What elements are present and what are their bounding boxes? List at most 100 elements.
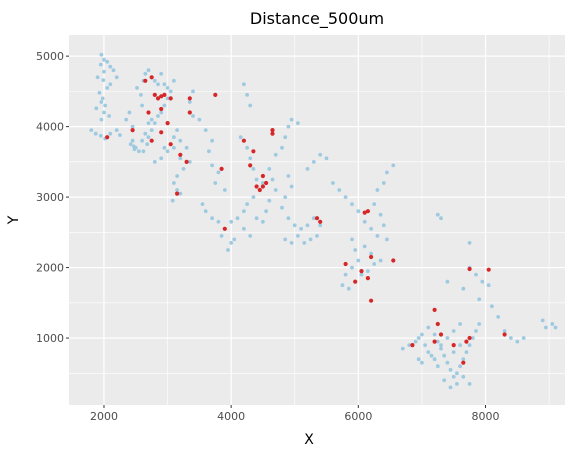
data-point-blue xyxy=(105,86,110,90)
data-point-red xyxy=(461,360,466,365)
data-point-blue xyxy=(378,212,383,217)
data-point-blue xyxy=(108,82,113,87)
data-point-blue xyxy=(149,117,154,122)
data-point-red xyxy=(130,128,135,133)
data-point-blue xyxy=(229,219,234,224)
data-point-blue xyxy=(359,272,364,277)
data-point-blue xyxy=(381,223,386,228)
data-point-blue xyxy=(216,219,221,224)
data-point-blue xyxy=(299,226,303,231)
data-point-blue xyxy=(191,89,195,94)
data-point-red xyxy=(159,130,164,135)
data-point-blue xyxy=(181,167,186,171)
data-point-blue xyxy=(283,237,288,242)
data-point-blue xyxy=(235,216,240,221)
data-point-red xyxy=(213,92,218,97)
data-point-red xyxy=(146,110,151,115)
data-point-blue xyxy=(162,145,167,150)
data-point-blue xyxy=(111,68,116,73)
data-point-blue xyxy=(132,147,137,152)
data-point-blue xyxy=(455,382,459,386)
data-point-blue xyxy=(502,329,507,333)
data-point-red xyxy=(159,94,164,99)
data-point-blue xyxy=(311,216,316,221)
data-point-red xyxy=(149,138,154,143)
data-point-blue xyxy=(458,343,462,347)
data-point-blue xyxy=(343,195,348,200)
data-point-blue xyxy=(366,269,370,273)
data-point-blue xyxy=(97,90,102,95)
data-point-red xyxy=(219,166,224,171)
data-point-blue xyxy=(467,343,472,347)
data-point-blue xyxy=(486,283,491,288)
data-point-blue xyxy=(165,149,170,154)
data-point-blue xyxy=(464,350,469,354)
data-point-blue xyxy=(178,138,183,143)
data-point-blue xyxy=(200,202,205,207)
data-point-blue xyxy=(280,205,284,210)
data-point-blue xyxy=(168,89,173,94)
data-point-blue xyxy=(248,103,253,108)
data-point-blue xyxy=(251,167,256,171)
data-point-red xyxy=(270,128,275,133)
data-point-blue xyxy=(391,163,396,168)
data-point-blue xyxy=(553,325,558,330)
data-point-blue xyxy=(353,248,358,252)
data-point-blue xyxy=(226,248,230,252)
data-point-blue xyxy=(165,86,170,90)
data-point-blue xyxy=(429,353,434,358)
data-point-blue xyxy=(178,156,183,161)
data-point-blue xyxy=(442,353,447,358)
data-point-blue xyxy=(130,138,135,143)
data-point-blue xyxy=(289,117,294,122)
data-point-blue xyxy=(490,304,494,309)
data-point-blue xyxy=(251,195,256,200)
data-point-blue xyxy=(480,279,485,284)
data-point-blue xyxy=(152,121,157,125)
data-point-blue xyxy=(474,329,478,333)
data-point-blue xyxy=(540,318,545,323)
data-point-red xyxy=(435,321,440,327)
x-tick-label: 4000 xyxy=(217,410,245,423)
data-point-blue xyxy=(372,262,377,266)
data-point-blue xyxy=(385,170,389,175)
data-point-blue xyxy=(103,103,108,108)
data-point-blue xyxy=(496,315,501,319)
data-point-blue xyxy=(135,86,139,90)
data-point-blue xyxy=(474,272,478,277)
data-point-blue xyxy=(172,145,176,150)
data-point-blue xyxy=(286,124,291,129)
data-point-blue xyxy=(350,202,354,207)
data-point-red xyxy=(391,258,396,263)
data-point-blue xyxy=(445,360,450,365)
data-point-blue xyxy=(248,234,253,238)
data-point-blue xyxy=(318,223,323,228)
data-point-blue xyxy=(94,106,99,111)
data-point-blue xyxy=(159,110,164,115)
data-point-blue xyxy=(261,181,265,185)
data-point-blue xyxy=(343,272,348,277)
data-point-blue xyxy=(159,156,164,161)
data-point-blue xyxy=(439,343,443,347)
data-point-blue xyxy=(289,184,294,189)
data-point-blue xyxy=(175,174,180,178)
data-point-blue xyxy=(210,138,215,143)
data-point-blue xyxy=(248,156,253,161)
data-point-blue xyxy=(273,152,278,157)
data-point-blue xyxy=(356,209,361,214)
data-point-blue xyxy=(245,93,250,97)
data-point-red xyxy=(264,180,269,186)
y-tick-label: 2000 xyxy=(36,262,64,275)
data-point-blue xyxy=(100,96,105,101)
data-point-blue xyxy=(254,177,259,182)
data-point-blue xyxy=(213,181,218,185)
data-point-blue xyxy=(229,241,234,245)
x-tick-label: 8000 xyxy=(472,410,500,423)
data-point-blue xyxy=(286,174,291,178)
data-point-blue xyxy=(451,329,456,333)
data-point-blue xyxy=(114,128,119,133)
data-point-red xyxy=(432,307,437,312)
data-point-blue xyxy=(232,237,237,242)
data-point-blue xyxy=(98,133,103,138)
